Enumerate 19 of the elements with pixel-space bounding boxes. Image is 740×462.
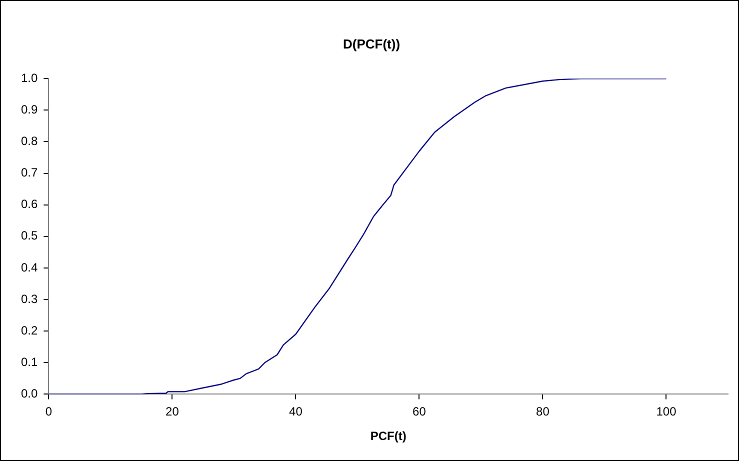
y-tick-label: 0.6 [20,197,38,212]
x-tick-label: 100 [656,404,677,419]
y-tick-label: 0.5 [20,228,38,243]
y-tick-label: 0.8 [20,134,38,148]
y-tick-label: 0.2 [20,323,38,338]
y-tick-label: 0.4 [20,260,38,274]
x-tick-label: 0 [45,404,52,419]
x-tick-label: 60 [412,404,426,419]
x-tick-label: 40 [289,404,303,419]
y-tick-label: 0.3 [20,292,38,306]
y-tick-label: 0.0 [20,386,38,401]
x-axis-title: PCF(t) [370,429,406,444]
y-tick-label: 0.7 [20,166,38,180]
y-tick-label: 1.0 [20,70,38,85]
x-tick-label: 80 [536,404,550,419]
y-tick-label: 0.9 [20,102,38,116]
x-tick-label: 20 [166,404,180,419]
chart-title: D(PCF(t)) [342,36,400,52]
y-tick-label: 0.1 [20,354,38,369]
